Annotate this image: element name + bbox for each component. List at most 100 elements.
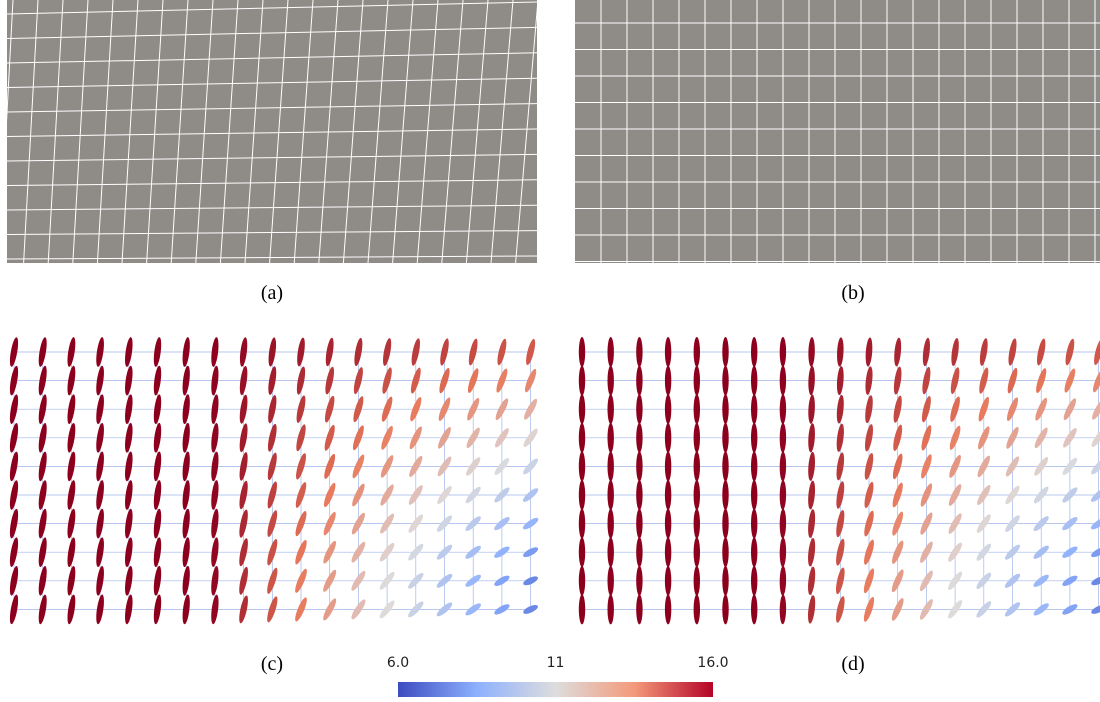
ellipse	[836, 452, 845, 481]
ellipse	[436, 602, 453, 617]
ellipse	[636, 394, 643, 425]
ellipse	[439, 367, 450, 394]
ellipse	[722, 337, 729, 367]
ellipse	[153, 394, 162, 425]
ellipse	[722, 537, 729, 568]
ellipse	[1091, 428, 1100, 447]
ellipse	[1092, 368, 1100, 393]
ellipse	[977, 455, 991, 478]
ellipse	[182, 594, 190, 625]
ellipse	[607, 394, 614, 425]
ellipse	[1033, 545, 1049, 559]
ellipse	[324, 453, 336, 479]
mesh-line	[7, 26, 537, 39]
ellipse	[919, 599, 933, 620]
ellipse	[693, 394, 700, 425]
ellipse	[324, 424, 335, 451]
ellipse	[1006, 397, 1019, 422]
ellipse	[1062, 457, 1078, 476]
ellipse-field-d	[578, 337, 1100, 625]
ellipse	[836, 481, 845, 509]
ellipse	[948, 542, 962, 562]
ellipse	[751, 565, 758, 596]
ellipse	[636, 508, 643, 539]
mesh-line	[7, 0, 14, 123]
ellipse	[921, 396, 931, 423]
ellipse	[9, 451, 19, 482]
ellipse	[96, 594, 104, 625]
ellipse	[1036, 368, 1047, 394]
ellipse	[466, 457, 481, 476]
ellipse	[295, 511, 307, 537]
ellipse	[411, 338, 420, 366]
mesh-line	[416, 0, 439, 263]
ellipse	[153, 508, 162, 539]
ellipse	[722, 480, 729, 510]
ellipse	[1062, 487, 1078, 503]
ellipse	[467, 397, 480, 421]
ellipse	[524, 368, 537, 393]
ellipse	[96, 508, 104, 539]
ellipse	[182, 394, 190, 425]
ellipse	[352, 483, 365, 507]
ellipse	[494, 487, 510, 503]
ellipse	[951, 337, 959, 367]
ellipse	[465, 545, 481, 559]
ellipse	[893, 424, 903, 451]
ellipse	[863, 597, 875, 622]
mesh-line	[7, 103, 537, 113]
ellipse	[295, 539, 307, 565]
ellipse	[864, 424, 874, 452]
ellipse	[267, 596, 278, 623]
ellipse	[96, 565, 104, 596]
warped-mesh	[7, 0, 537, 263]
ellipse	[779, 337, 787, 367]
ellipse	[211, 480, 219, 510]
ellipse	[636, 565, 643, 596]
ellipse	[751, 537, 758, 568]
ellipse	[9, 423, 19, 453]
panel-a	[7, 0, 537, 263]
ellipse	[296, 366, 306, 395]
ellipse	[978, 426, 990, 450]
ellipse	[380, 484, 394, 506]
ellipse	[38, 537, 47, 568]
ellipse	[808, 451, 815, 481]
ellipse	[38, 422, 47, 453]
ellipse	[836, 509, 845, 538]
ellipse	[96, 451, 104, 482]
ellipse	[836, 366, 844, 396]
ellipse	[664, 365, 672, 396]
ellipse	[1091, 604, 1100, 614]
ellipse	[836, 394, 844, 424]
caption: (c)	[261, 653, 283, 675]
ellipse	[268, 366, 277, 395]
ellipse	[950, 396, 960, 422]
ellipse	[1062, 575, 1078, 587]
ellipse	[323, 511, 336, 536]
ellipse	[892, 540, 904, 564]
ellipse	[38, 480, 47, 510]
ellipse	[67, 451, 76, 482]
ellipse	[467, 368, 479, 393]
mesh-line	[269, 0, 289, 263]
mesh-line	[96, 0, 114, 263]
ellipse	[211, 508, 219, 539]
ellipse	[920, 512, 933, 535]
mesh-line	[7, 179, 537, 186]
ellipse	[268, 395, 277, 424]
mesh-line	[219, 0, 239, 263]
ellipse	[1091, 458, 1100, 475]
ellipse	[779, 480, 787, 510]
mesh-line	[7, 77, 537, 88]
ellipse	[921, 425, 932, 451]
panel-b	[575, 0, 1100, 263]
ellipse	[922, 337, 930, 367]
ellipse	[808, 595, 816, 624]
ellipse	[835, 567, 845, 595]
ellipse	[664, 337, 672, 367]
ellipse	[865, 366, 873, 395]
ellipse	[352, 454, 365, 479]
ellipse	[976, 601, 992, 618]
ellipse	[153, 565, 162, 596]
